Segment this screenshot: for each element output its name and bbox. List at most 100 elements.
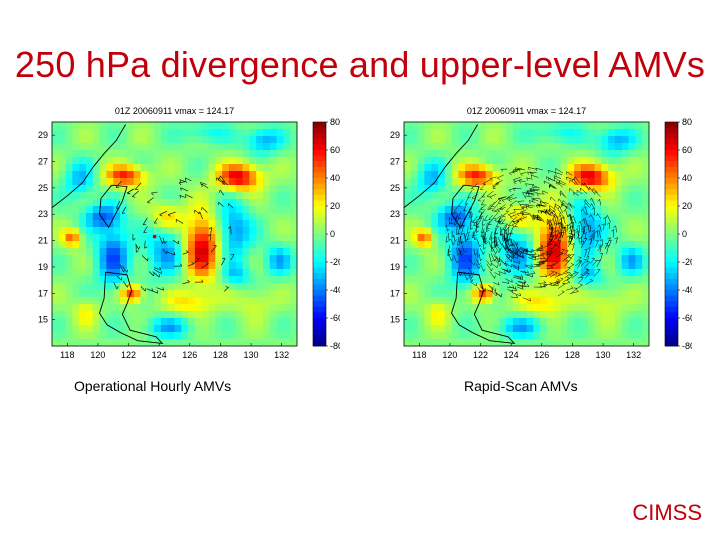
wind-barb-flag: [138, 246, 141, 250]
heatmap-cell: [99, 227, 107, 235]
wind-barb: [589, 187, 595, 194]
heatmap-cell: [540, 311, 548, 319]
heatmap-cell: [283, 199, 291, 207]
heatmap-cell: [167, 276, 175, 284]
x-tick-label: 118: [60, 350, 74, 360]
colorbar-segment: [313, 273, 326, 280]
heatmap-cell: [147, 206, 155, 214]
heatmap-cell: [72, 276, 80, 284]
heatmap-cell: [580, 150, 589, 158]
heatmap-cell: [431, 262, 439, 270]
heatmap-cell: [485, 171, 493, 179]
heatmap-cell: [154, 213, 162, 221]
wind-barb-flag: [483, 268, 486, 272]
heatmap-cell: [499, 318, 507, 326]
heatmap-cell: [160, 150, 169, 158]
heatmap-cell: [242, 136, 250, 144]
wind-barb-flag: [518, 253, 521, 257]
wind-barb: [489, 201, 496, 209]
heatmap-cell: [499, 297, 507, 305]
heatmap-cell: [424, 283, 432, 291]
heatmap-cell: [417, 136, 425, 144]
heatmap-cell: [99, 199, 107, 207]
wind-barb: [601, 239, 603, 247]
heatmap-cell: [126, 157, 135, 165]
heatmap-cell: [269, 136, 277, 144]
wind-barb-flag: [486, 228, 490, 230]
wind-barb: [507, 253, 514, 259]
wind-barb: [182, 281, 190, 285]
heatmap-cell: [444, 290, 453, 298]
heatmap-cell: [79, 248, 87, 256]
wind-barb: [530, 189, 539, 192]
heatmap-cell: [160, 318, 169, 326]
wind-barb-flag: [484, 288, 486, 292]
heatmap-cell: [140, 199, 148, 207]
heatmap-cell: [472, 164, 480, 172]
heatmap-cell: [601, 227, 609, 235]
wind-barb-flag: [534, 251, 537, 255]
heatmap-cell: [222, 136, 230, 144]
heatmap-cell: [120, 269, 128, 277]
heatmap-cell: [635, 304, 643, 312]
wind-barb-flag: [208, 227, 212, 230]
heatmap-cell: [174, 297, 182, 305]
heatmap-cell: [438, 269, 446, 277]
wind-barb-flag: [456, 232, 460, 235]
heatmap-cell: [235, 297, 243, 305]
heatmap-cell: [92, 178, 101, 186]
wind-barb-flag: [523, 283, 526, 287]
wind-barb: [493, 231, 496, 239]
heatmap-cell: [546, 234, 555, 242]
heatmap-cell: [283, 255, 291, 263]
wind-barb: [480, 264, 484, 272]
heatmap-cell: [140, 129, 148, 137]
heatmap-cell: [106, 283, 114, 291]
wind-barb: [550, 227, 553, 236]
heatmap-cell: [594, 241, 602, 249]
heatmap-cell: [154, 227, 162, 235]
heatmap-cell: [215, 171, 223, 179]
heatmap-cell: [635, 318, 643, 326]
wind-barb-flag: [538, 262, 541, 266]
heatmap-cell: [424, 171, 432, 179]
heatmap-cell: [574, 136, 582, 144]
wind-barb-flag: [535, 204, 538, 208]
heatmap-cell: [194, 220, 203, 228]
heatmap-cell: [208, 206, 216, 214]
heatmap-cell: [228, 157, 237, 165]
heatmap-cell: [410, 325, 419, 333]
heatmap-cell: [574, 164, 582, 172]
heatmap-cell: [601, 164, 609, 172]
colorbar-segment: [313, 278, 326, 285]
heatmap-cell: [86, 227, 94, 235]
heatmap-cell: [574, 143, 582, 151]
wind-barb-flag: [532, 216, 534, 219]
wind-barb: [513, 293, 521, 297]
heatmap-cell: [451, 220, 459, 228]
heatmap-cell: [553, 318, 561, 326]
heatmap-cell: [431, 283, 439, 291]
heatmap-cell: [181, 185, 189, 193]
heatmap-cell: [140, 325, 148, 333]
heatmap-cell: [424, 234, 432, 242]
heatmap-cell: [567, 199, 575, 207]
heatmap-cell: [444, 241, 453, 249]
heatmap-cell: [492, 297, 500, 305]
x-tick-label: 118: [412, 350, 426, 360]
heatmap-cell: [249, 171, 257, 179]
heatmap-cell: [58, 311, 67, 319]
heatmap-cell: [451, 136, 459, 144]
heatmap-cell: [126, 136, 135, 144]
heatmap-cell: [79, 220, 87, 228]
wind-barb: [526, 177, 533, 180]
heatmap-cell: [533, 213, 541, 221]
heatmap-cell: [181, 122, 189, 130]
heatmap-cell: [567, 304, 575, 312]
wind-barb-flag: [568, 226, 571, 230]
heatmap-cell: [540, 318, 548, 326]
heatmap-cell: [614, 276, 623, 284]
wind-barb: [537, 215, 544, 221]
wind-barb-flag: [218, 189, 221, 193]
heatmap-cell: [567, 311, 575, 319]
